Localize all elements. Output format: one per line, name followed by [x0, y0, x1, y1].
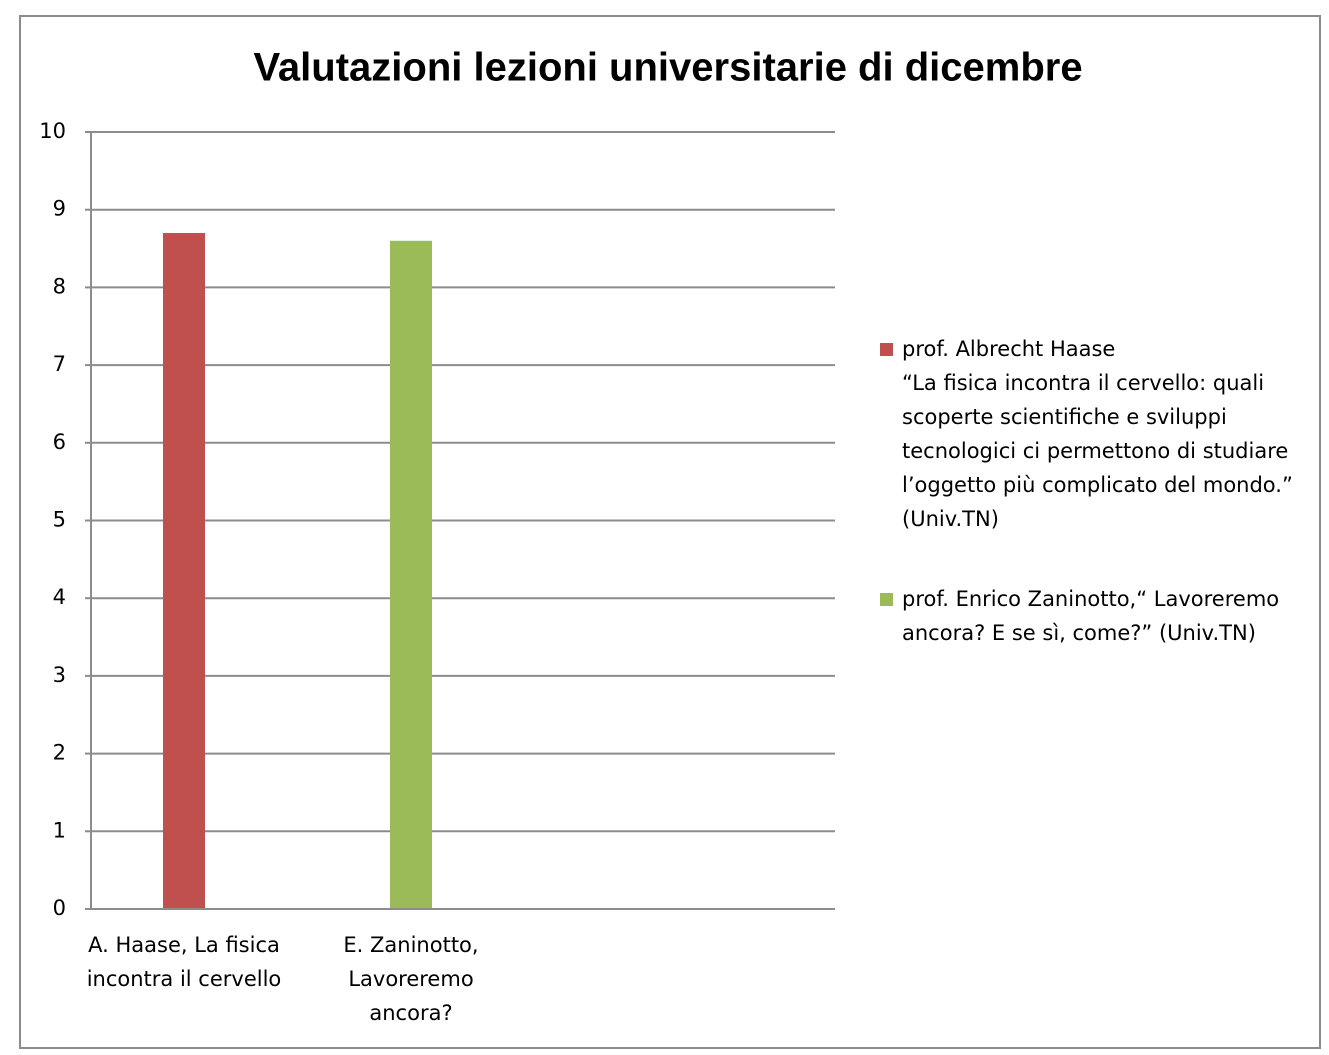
- legend-swatch: [880, 593, 893, 606]
- bar: [390, 240, 432, 909]
- chart-border: [19, 15, 1321, 1049]
- x-tick-label: E. Zaninotto, Lavoreremo ancora?: [343, 933, 479, 1025]
- y-tick-label: 4: [53, 585, 66, 609]
- legend-swatch: [880, 343, 893, 356]
- x-tick-label: A. Haase, La fisica incontra il cervello: [86, 933, 282, 991]
- y-tick-label: 5: [53, 508, 66, 532]
- y-tick-label: 1: [53, 818, 66, 842]
- y-tick-label: 7: [53, 352, 66, 376]
- y-tick-label: 0: [53, 896, 66, 920]
- y-tick-label: 10: [39, 119, 66, 143]
- legend-label: prof. Albrecht Haase “La fisica incontra…: [902, 337, 1293, 531]
- y-tick-label: 2: [53, 741, 66, 765]
- bar: [163, 233, 205, 909]
- y-tick-label: 8: [53, 274, 66, 298]
- y-tick-label: 6: [53, 430, 66, 454]
- chart-title: Valutazioni lezioni universitarie di dic…: [253, 46, 1082, 90]
- y-tick-label: 3: [53, 663, 66, 687]
- y-tick-label: 9: [53, 197, 66, 221]
- legend-label: prof. Enrico Zaninotto,“ Lavoreremo anco…: [902, 587, 1280, 645]
